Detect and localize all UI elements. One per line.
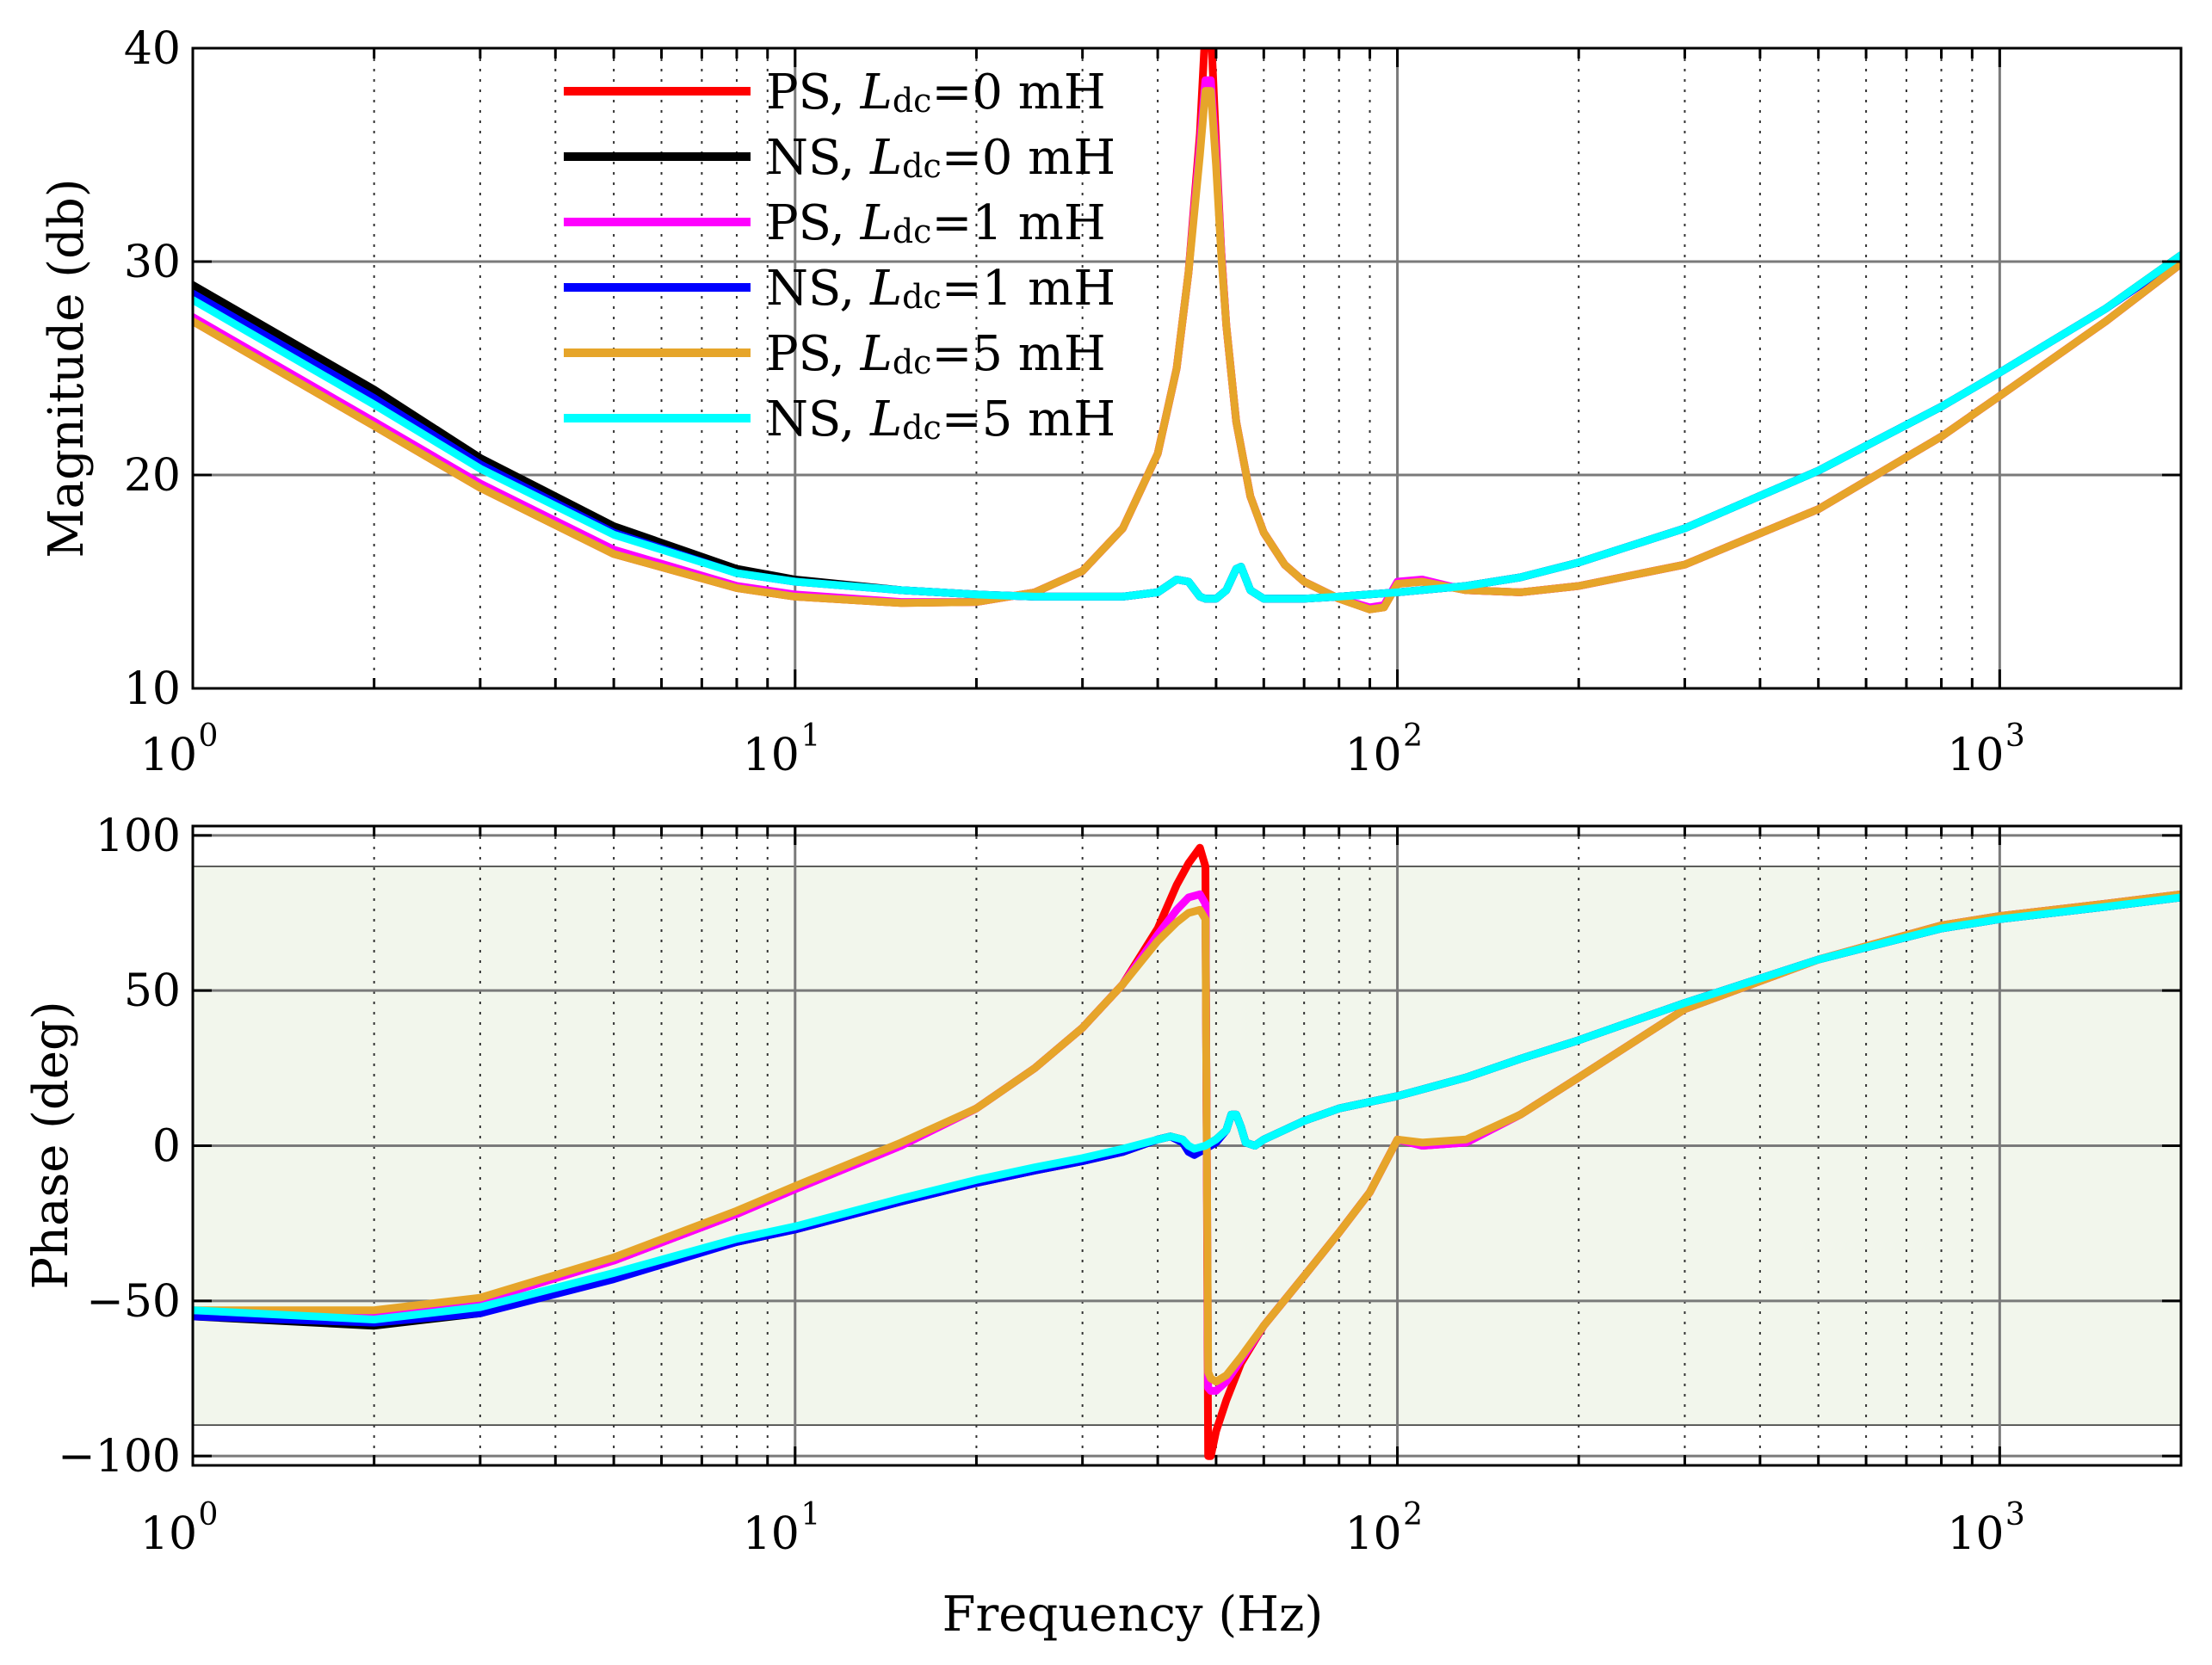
phase-series xyxy=(193,843,2181,1460)
magnitude-x-tick-exponent: 2 xyxy=(1403,718,1423,754)
legend: PS, Ldc=0 mH NS, Ldc=0 mH PS, Ldc=1 mH NS, … xyxy=(564,65,1115,447)
legend-label: NS, Ldc=1 mH xyxy=(766,261,1115,317)
phase-y-tick-label: −100 xyxy=(58,1431,181,1483)
legend-label: PS, Ldc=0 mH xyxy=(766,65,1106,120)
legend-label: NS, Ldc=5 mH xyxy=(766,392,1115,447)
magnitude-y-tick-label: 20 xyxy=(124,450,181,502)
magnitude-y-tick-label: 10 xyxy=(124,663,181,715)
legend-label: PS, Ldc=1 mH xyxy=(766,195,1106,251)
magnitude-x-tick-label: 10 xyxy=(140,730,197,781)
phase-y-tick-label: 50 xyxy=(124,965,181,1017)
phase-series-line xyxy=(193,893,2181,1323)
magnitude-x-tick-exponent: 0 xyxy=(199,718,219,754)
legend-entry: NS, Ldc=5 mH xyxy=(564,392,1115,447)
legend-entry: PS, Ldc=0 mH xyxy=(564,65,1106,120)
magnitude-axes-box xyxy=(191,46,2183,690)
magnitude-x-tick-label: 10 xyxy=(1344,730,1401,781)
legend-entry: PS, Ldc=5 mH xyxy=(564,326,1106,382)
phase-x-tick-exponent: 3 xyxy=(2005,1497,2025,1532)
magnitude-x-tick-label: 10 xyxy=(1947,730,2004,781)
phase-x-tick-exponent: 2 xyxy=(1403,1497,1423,1532)
magnitude-y-tick-label: 40 xyxy=(124,23,181,75)
phase-y-tick-label: 0 xyxy=(152,1121,181,1173)
phase-x-tick-label: 10 xyxy=(140,1508,197,1560)
magnitude-series-line xyxy=(193,87,2181,614)
legend-entry: NS, Ldc=0 mH xyxy=(564,130,1115,186)
magnitude-x-tick-exponent: 1 xyxy=(800,718,820,754)
phase-x-tick-exponent: 0 xyxy=(199,1497,219,1532)
magnitude-y-label: Magnitude (db) xyxy=(39,178,95,558)
legend-label: PS, Ldc=5 mH xyxy=(766,326,1106,382)
phase-x-tick-label: 10 xyxy=(1947,1508,2004,1560)
magnitude-x-tick-label: 10 xyxy=(743,730,800,781)
phase-y-tick-label: −50 xyxy=(86,1276,181,1328)
magnitude-series xyxy=(193,48,2181,614)
magnitude-y-tick-label: 30 xyxy=(124,237,181,288)
phase-y-tick-label: 100 xyxy=(96,811,181,862)
magnitude-plot-area xyxy=(193,48,2181,688)
phase-x-tick-label: 10 xyxy=(743,1508,800,1560)
magnitude-series-line xyxy=(193,251,2181,603)
phase-series-line xyxy=(193,890,2181,1386)
legend-entry: PS, Ldc=1 mH xyxy=(564,195,1106,251)
legend-label: NS, Ldc=0 mH xyxy=(766,130,1115,186)
phase-x-tick-exponent: 1 xyxy=(800,1497,820,1532)
x-axis-label: Frequency (Hz) xyxy=(942,1587,1324,1643)
phase-y-label: Phase (deg) xyxy=(23,1001,79,1289)
magnitude-x-tick-exponent: 3 xyxy=(2005,718,2025,754)
phase-x-tick-label: 10 xyxy=(1344,1508,1401,1560)
legend-entry: NS, Ldc=1 mH xyxy=(564,261,1115,317)
